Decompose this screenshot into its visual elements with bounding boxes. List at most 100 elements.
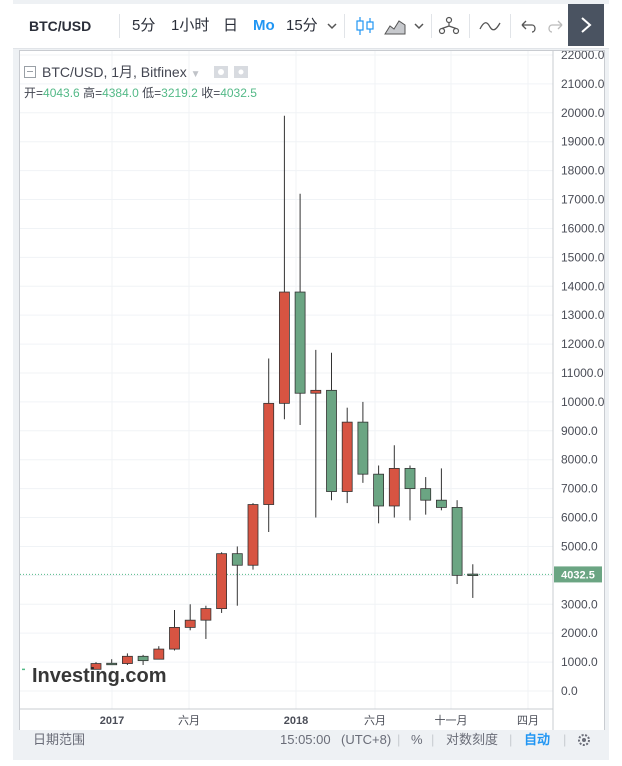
x-tick-label: 六月: [364, 714, 386, 727]
candle-body: [388, 467, 400, 507]
interval-5m[interactable]: 5分: [132, 17, 156, 34]
candle-body: [153, 648, 165, 660]
auto-scale-toggle[interactable]: 自动: [524, 732, 551, 747]
indicators-icon[interactable]: [479, 16, 501, 36]
percent-toggle[interactable]: %: [411, 732, 423, 747]
y-tick-label: 8000.0: [561, 453, 598, 467]
status-divider: |: [563, 732, 567, 747]
candle-body: [169, 626, 180, 650]
candle-body: [404, 467, 416, 490]
status-divider: |: [431, 732, 435, 747]
status-divider: |: [397, 732, 401, 747]
candle-body: [420, 488, 432, 501]
interval-day[interactable]: 日: [223, 17, 239, 34]
candle-body: [106, 662, 118, 666]
collapse-panel-button[interactable]: [568, 4, 604, 46]
status-divider: |: [509, 732, 513, 747]
toolbar-divider: [510, 14, 511, 38]
candle-body: [435, 499, 447, 508]
low-label: 低=: [142, 86, 162, 100]
last-price-label: 4032.5: [561, 569, 595, 581]
candle-body: [326, 389, 337, 492]
candle-body: [310, 389, 322, 394]
gear-icon[interactable]: [577, 733, 591, 747]
log-scale-toggle[interactable]: 对数刻度: [446, 732, 499, 747]
candle-body: [451, 507, 463, 576]
y-tick-label: 17000.0: [561, 193, 604, 207]
y-tick-label: 6000.0: [561, 511, 598, 525]
y-tick-label: 3000.0: [561, 597, 598, 611]
candle-body: [357, 421, 369, 475]
symbol-selector[interactable]: BTC/USD: [29, 18, 92, 34]
left-page-strip: [0, 0, 13, 766]
candle-body: [294, 291, 306, 394]
candle-body: [122, 655, 133, 664]
ohlc-values: 开=4043.6 高=4384.0 低=3219.2 收=4032.5: [24, 84, 257, 101]
y-tick-label: 20000.0: [561, 106, 604, 120]
candle-body: [373, 473, 385, 507]
chevron-down-icon[interactable]: [326, 18, 338, 34]
high-value: 4384.0: [102, 86, 139, 100]
price-chart[interactable]: 0.01000.02000.03000.04000.05000.06000.07…: [10, 48, 605, 731]
low-value: 3219.2: [161, 86, 198, 100]
settings-icon[interactable]: [234, 66, 249, 78]
redo-icon[interactable]: [545, 16, 567, 36]
eye-icon[interactable]: [214, 66, 229, 78]
high-label: 高=: [83, 86, 103, 100]
interval-month[interactable]: Mo: [253, 17, 275, 34]
chart-legend: BTC/USD, 1月, Bitfinex ▼: [24, 62, 249, 82]
chevron-down-icon[interactable]: [413, 18, 425, 34]
investing-watermark: Investing.com: [32, 665, 166, 687]
chart-area[interactable]: 0.01000.02000.03000.04000.05000.06000.07…: [10, 48, 605, 732]
candle-body: [341, 421, 353, 492]
y-tick-label: 16000.0: [561, 221, 604, 235]
legend-title: BTC/USD, 1月, Bitfinex: [42, 64, 187, 80]
compare-icon[interactable]: [438, 16, 460, 36]
y-tick-label: 11000.0: [561, 366, 604, 380]
last-price-tag: [554, 566, 602, 583]
toolbar: BTC/USD 5分 1小时 日 Mo 15分: [13, 4, 609, 49]
chevron-down-icon[interactable]: ▼: [190, 69, 201, 80]
clock-time: 15:05:00: [280, 732, 331, 747]
toolbar-divider: [344, 14, 345, 38]
candle-body: [184, 619, 196, 628]
undo-icon[interactable]: [517, 16, 539, 36]
close-value: 4032.5: [220, 86, 257, 100]
x-tick-label: 六月: [178, 714, 200, 727]
candle-body: [231, 553, 243, 566]
y-tick-label: 15000.0: [561, 250, 604, 264]
y-tick-label: 18000.0: [561, 164, 604, 178]
interval-1h[interactable]: 1小时: [171, 17, 210, 34]
y-tick-label: 13000.0: [561, 308, 604, 322]
candle-body: [137, 655, 149, 662]
y-tick-label: 9000.0: [561, 424, 598, 438]
y-tick-label: 12000.0: [561, 337, 604, 351]
area-chart-icon[interactable]: [384, 16, 406, 36]
candle-body: [278, 291, 290, 404]
y-tick-label: 21000.0: [561, 77, 604, 91]
collapse-legend-icon[interactable]: [24, 66, 36, 78]
date-range-button[interactable]: 日期范围: [33, 732, 86, 747]
chevron-right-icon: [581, 17, 592, 33]
toolbar-divider: [431, 14, 432, 38]
timezone[interactable]: (UTC+8): [341, 732, 392, 747]
x-tick-label: 2017: [100, 715, 124, 727]
open-label: 开=: [24, 86, 44, 100]
y-tick-label: 19000.0: [561, 135, 604, 149]
toolbar-divider: [119, 14, 120, 38]
candle-body: [467, 573, 479, 576]
y-tick-label: 2000.0: [561, 626, 598, 640]
candlestick-chart-icon[interactable]: [354, 16, 376, 36]
y-tick-label: 1000.0: [561, 655, 598, 669]
candle-body: [263, 402, 275, 505]
y-tick-label: 14000.0: [561, 279, 604, 293]
close-label: 收=: [201, 86, 221, 100]
y-tick-label: 22000.0: [561, 51, 604, 62]
toolbar-divider: [469, 14, 470, 38]
open-value: 4043.6: [43, 86, 80, 100]
interval-15m[interactable]: 15分: [286, 17, 318, 34]
y-tick-label: 0.0: [561, 684, 578, 698]
y-tick-label: 7000.0: [561, 482, 598, 496]
x-tick-label: 2018: [284, 715, 308, 727]
candle-body: [216, 553, 228, 610]
